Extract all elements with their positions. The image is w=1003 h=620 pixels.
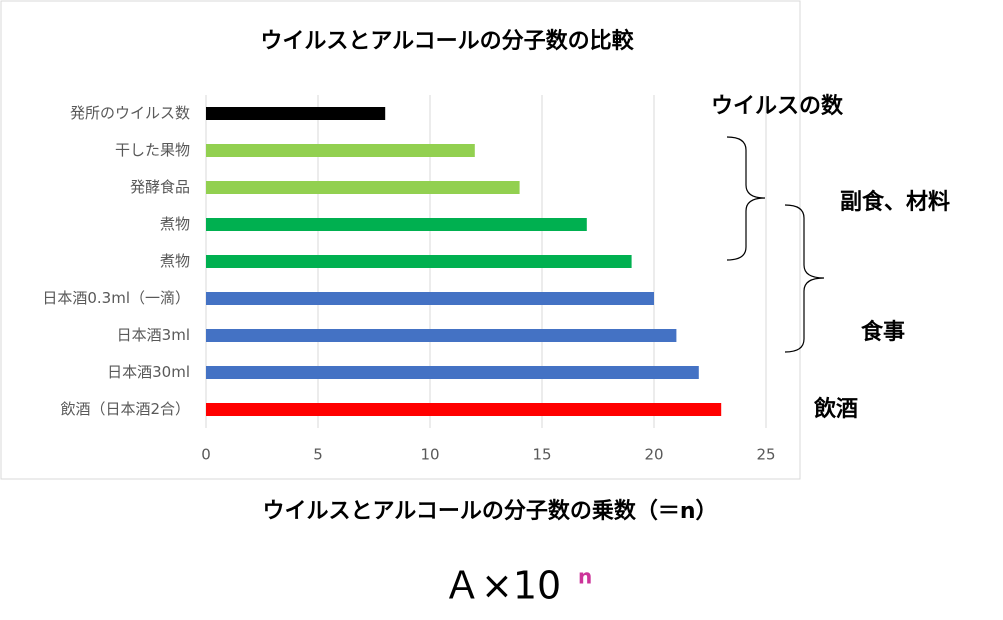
brace [726, 136, 766, 261]
bar [206, 255, 632, 268]
y-tick-label: 日本酒3ml [117, 326, 190, 344]
y-tick-label: 日本酒30ml [107, 363, 190, 381]
x-tick-label: 0 [201, 446, 211, 464]
x-tick-label: 20 [644, 446, 663, 464]
y-tick-label: 煮物 [160, 215, 190, 233]
y-tick-label: 日本酒0.3ml（一滴） [42, 289, 190, 307]
x-tick-label: 15 [532, 446, 551, 464]
y-tick-label: 煮物 [160, 252, 190, 270]
y-tick-label: 発所のウイルス数 [70, 104, 190, 122]
chart-title: ウイルスとアルコールの分子数の比較 [260, 28, 634, 54]
x-axis-label: ウイルスとアルコールの分子数の乗数（＝n） [262, 498, 717, 524]
x-tick-label: 10 [420, 446, 439, 464]
bar [206, 181, 520, 194]
formula-base: Ａ×10 [443, 564, 561, 608]
y-tick-label: 飲酒（日本酒2合） [60, 400, 190, 418]
y-tick-label: 干した果物 [115, 141, 190, 159]
chart-frame [0, 0, 801, 480]
annotation: 食事 [861, 319, 905, 345]
y-tick-label: 発酵食品 [130, 178, 190, 196]
bar [206, 218, 587, 231]
bar [206, 329, 677, 342]
bar [206, 292, 654, 305]
annotation: 副食、材料 [840, 189, 950, 215]
bar [206, 366, 699, 379]
brace [784, 204, 825, 353]
bar [206, 403, 722, 416]
formula-exponent: n [578, 565, 592, 589]
annotation: ウイルスの数 [711, 93, 844, 119]
bar [206, 144, 475, 157]
x-tick-label: 5 [313, 446, 323, 464]
bar [206, 107, 386, 120]
annotation: 飲酒 [813, 396, 858, 422]
x-tick-label: 25 [756, 446, 775, 464]
